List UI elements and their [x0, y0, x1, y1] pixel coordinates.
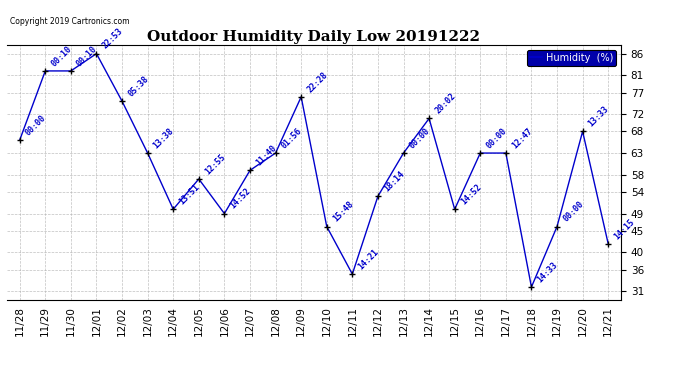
Text: 14:33: 14:33 [535, 260, 560, 284]
Text: 20:02: 20:02 [433, 92, 457, 116]
Text: 05:38: 05:38 [126, 74, 150, 98]
Text: 00:10: 00:10 [50, 44, 74, 68]
Text: 00:00: 00:00 [484, 126, 509, 150]
Text: 14:52: 14:52 [228, 187, 253, 211]
Text: 14:15: 14:15 [612, 217, 636, 241]
Text: 11:40: 11:40 [254, 144, 278, 168]
Text: 01:56: 01:56 [279, 126, 304, 150]
Text: 12:47: 12:47 [510, 126, 534, 150]
Text: 12:55: 12:55 [203, 152, 227, 176]
Text: 14:52: 14:52 [459, 182, 483, 207]
Title: Outdoor Humidity Daily Low 20191222: Outdoor Humidity Daily Low 20191222 [148, 30, 480, 44]
Text: 22:53: 22:53 [101, 27, 125, 51]
Text: 00:00: 00:00 [408, 126, 432, 150]
Text: 13:51: 13:51 [177, 182, 201, 207]
Text: 18:14: 18:14 [382, 170, 406, 194]
Text: 00:00: 00:00 [24, 113, 48, 137]
Text: 13:38: 13:38 [152, 126, 176, 150]
Text: 13:33: 13:33 [586, 105, 611, 129]
Text: 15:48: 15:48 [331, 200, 355, 224]
Text: Copyright 2019 Cartronics.com: Copyright 2019 Cartronics.com [10, 17, 130, 26]
Legend: Humidity  (%): Humidity (%) [527, 50, 616, 66]
Text: 00:10: 00:10 [75, 44, 99, 68]
Text: 14:21: 14:21 [357, 247, 381, 271]
Text: 22:28: 22:28 [305, 70, 329, 94]
Text: 00:00: 00:00 [561, 200, 585, 224]
